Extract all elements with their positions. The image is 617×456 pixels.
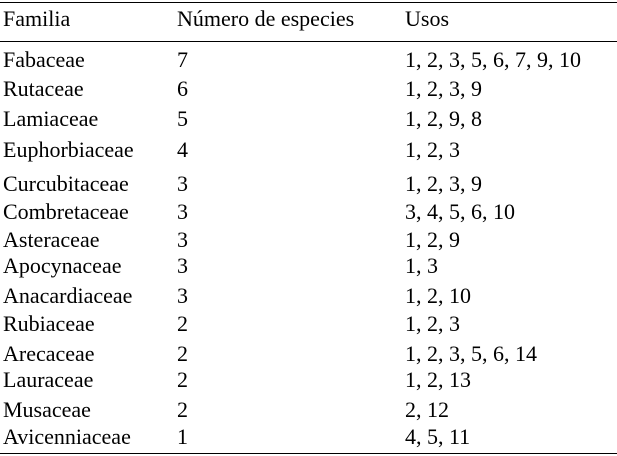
row-familia: Anacardiaceae — [3, 283, 133, 308]
row-familia: Musaceae — [3, 397, 91, 422]
row-usos: 1, 2, 3 — [405, 311, 460, 336]
row-usos: 1, 2, 13 — [405, 367, 471, 392]
row-usos: 1, 2, 3, 9 — [405, 76, 482, 101]
row-numero: 3 — [177, 199, 188, 224]
top-rule — [0, 2, 617, 3]
bottom-rule — [0, 453, 617, 454]
row-familia: Curcubitaceae — [3, 171, 129, 196]
row-usos: 2, 12 — [405, 397, 449, 422]
row-usos: 1, 2, 3, 5, 6, 14 — [405, 341, 537, 366]
header-familia: Familia — [3, 6, 71, 31]
row-numero: 3 — [177, 227, 188, 252]
row-numero: 2 — [177, 367, 188, 392]
header-usos: Usos — [405, 6, 450, 31]
row-familia: Lauraceae — [3, 367, 94, 392]
row-usos: 1, 2, 10 — [405, 283, 471, 308]
row-familia: Combretaceae — [3, 199, 129, 224]
row-familia: Rutaceae — [3, 76, 84, 101]
row-usos: 1, 2, 9, 8 — [405, 106, 482, 131]
row-numero: 2 — [177, 341, 188, 366]
row-usos: 1, 3 — [405, 253, 438, 278]
row-numero: 3 — [177, 253, 188, 278]
row-numero: 3 — [177, 283, 188, 308]
row-numero: 2 — [177, 397, 188, 422]
row-familia: Fabaceae — [3, 47, 85, 72]
row-familia: Asteraceae — [3, 227, 100, 252]
row-numero: 3 — [177, 171, 188, 196]
row-familia: Euphorbiaceae — [3, 137, 134, 162]
header-rule — [0, 41, 617, 42]
row-familia: Rubiaceae — [3, 311, 95, 336]
row-numero: 7 — [177, 47, 188, 72]
row-familia: Apocynaceae — [3, 253, 122, 278]
row-numero: 6 — [177, 76, 188, 101]
row-numero: 1 — [177, 424, 188, 449]
row-numero: 5 — [177, 106, 188, 131]
row-usos: 1, 2, 3, 5, 6, 7, 9, 10 — [405, 47, 581, 72]
row-usos: 1, 2, 9 — [405, 227, 460, 252]
row-familia: Arecaceae — [3, 341, 95, 366]
row-usos: 1, 2, 3, 9 — [405, 171, 482, 196]
row-usos: 4, 5, 11 — [405, 424, 471, 449]
row-familia: Avicenniaceae — [3, 424, 131, 449]
row-familia: Lamiaceae — [3, 106, 99, 131]
row-usos: 1, 2, 3 — [405, 137, 460, 162]
row-numero: 4 — [177, 137, 188, 162]
header-numero-especies: Número de especies — [177, 6, 355, 31]
row-usos: 3, 4, 5, 6, 10 — [405, 199, 515, 224]
row-numero: 2 — [177, 311, 188, 336]
